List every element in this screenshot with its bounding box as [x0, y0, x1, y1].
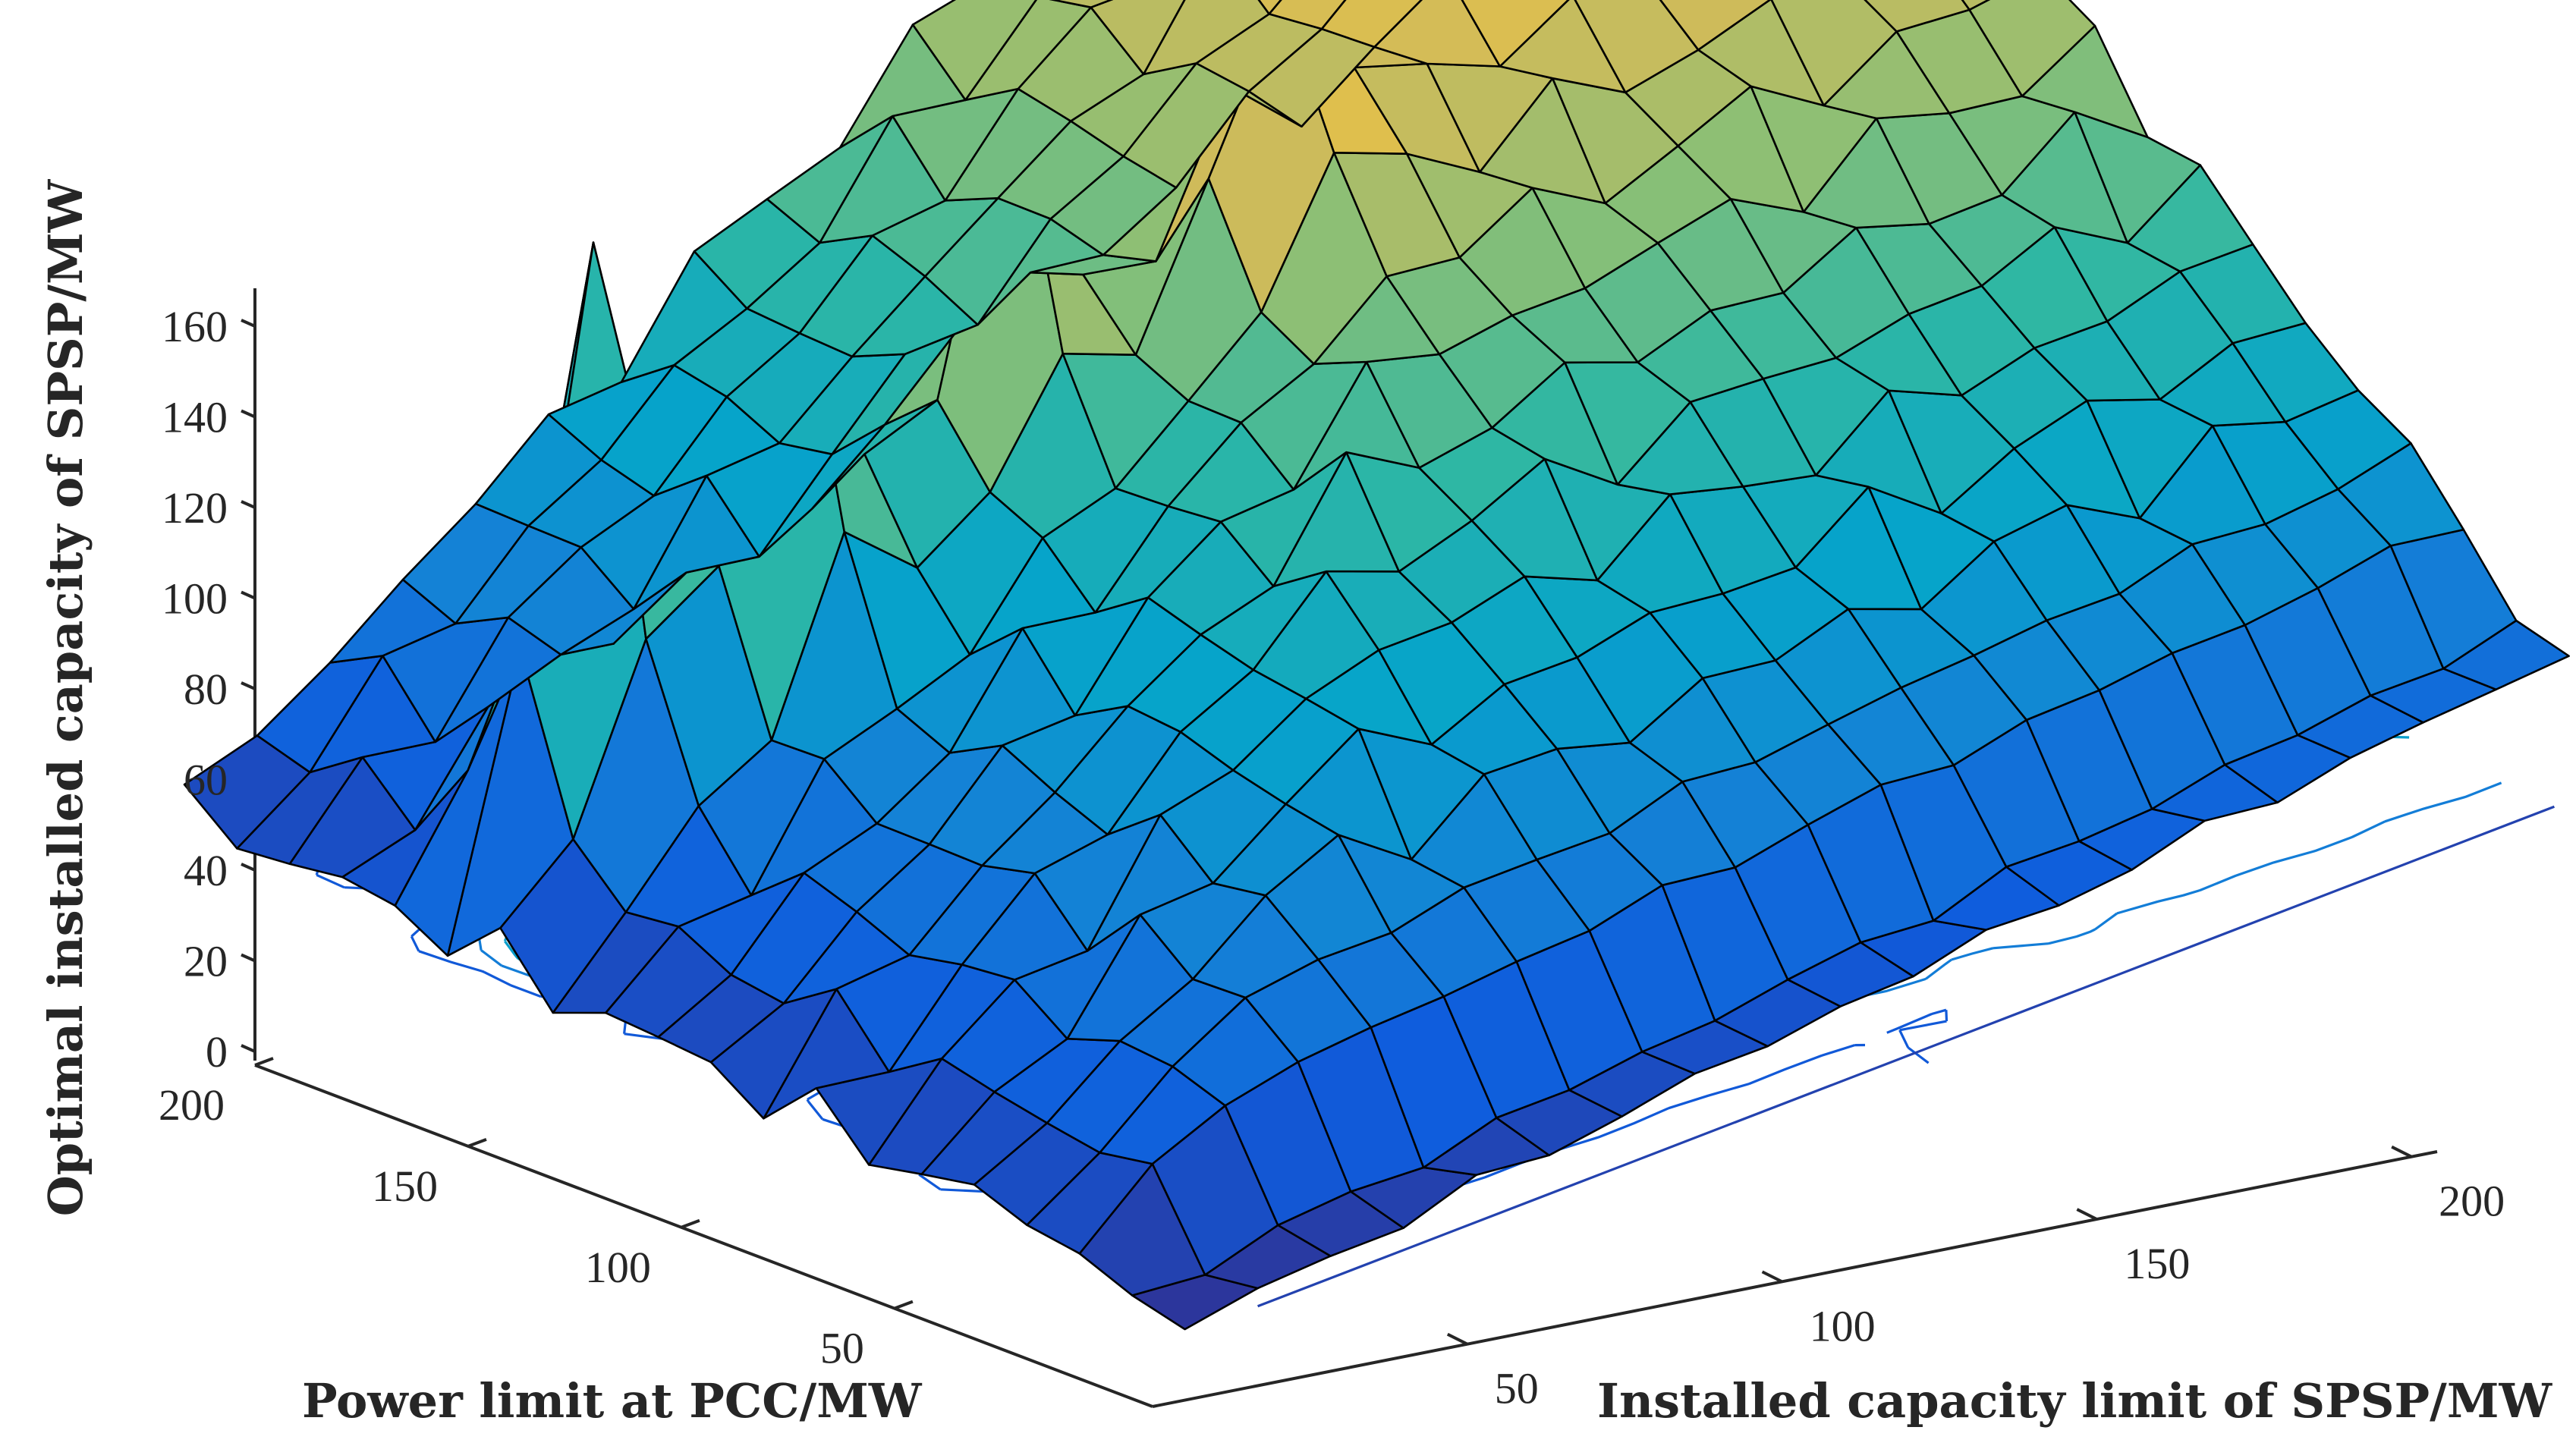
surface-cell [1574, 0, 1700, 94]
surface-cell [1461, 0, 1570, 68]
surface-cell [1090, 0, 1186, 76]
z-tick-mark [241, 863, 256, 872]
y-tick-label: 100 [585, 1243, 651, 1292]
surface-cell [911, 0, 1038, 102]
contour-line-edge [1257, 805, 2555, 1308]
x-tick-label: 150 [2124, 1239, 2190, 1288]
x-tick-mark [1761, 1270, 1783, 1284]
surface-cell [964, 0, 1093, 102]
x-tick-label: 50 [1495, 1364, 1539, 1413]
surface-cell [1961, 0, 1991, 11]
z-tick-label: 20 [184, 937, 228, 986]
surface-mesh [183, 0, 2570, 1331]
axes [241, 288, 2438, 1408]
y-tick-mark [467, 1138, 487, 1148]
surface-cell [1770, 0, 1898, 107]
z-tick-label: 80 [184, 665, 228, 714]
z-tick-mark [241, 319, 256, 328]
y-tick-label: 200 [159, 1080, 225, 1130]
z-tick-label: 140 [162, 393, 228, 442]
z-tick-mark [241, 590, 256, 600]
z-tick-label: 100 [162, 574, 228, 624]
y-tick-label: 50 [820, 1324, 864, 1373]
z-tick-mark [241, 409, 256, 419]
surface-cell [1320, 0, 1423, 49]
z-tick-label: 0 [206, 1027, 228, 1077]
y-axis-title: Power limit at PCC/MW [302, 1373, 923, 1429]
tick-labels: 0 20 40 60 80 100 120 140 160 50 100 150 200 50 100 150… [159, 302, 2505, 1413]
y-tick-mark [254, 1057, 274, 1067]
surface-cell [1268, 0, 1347, 30]
x-tick-mark [1446, 1332, 1468, 1346]
x-tick-mark [2391, 1145, 2413, 1158]
z-tick-label: 40 [184, 846, 228, 895]
z-tick-label: 60 [184, 756, 228, 805]
surface-cell [1659, 0, 1772, 51]
surface-cell [1499, 0, 1627, 94]
surface-cell [1257, 0, 1282, 15]
x-tick-label: 100 [1810, 1301, 1876, 1350]
y-tick-label: 150 [372, 1162, 438, 1211]
z-tick-mark [241, 1044, 256, 1053]
surface-cell [1049, 0, 1114, 8]
surface-cell [1697, 0, 1825, 107]
x-tick-label: 200 [2439, 1177, 2505, 1226]
z-tick-label: 160 [162, 302, 228, 351]
y-tick-mark [681, 1218, 700, 1229]
z-tick-mark [241, 500, 256, 509]
z-axis-title: Optimal installed capacity of SPSP/MW [38, 178, 93, 1216]
z-tick-label: 120 [162, 483, 228, 533]
y-axis-line [254, 1064, 1153, 1408]
x-axis-title: Installed capacity limit of SPSP/MW [1597, 1373, 2552, 1429]
y-tick-mark [894, 1300, 914, 1310]
z-tick-mark [241, 953, 256, 963]
x-axis-line [1152, 1150, 2438, 1408]
z-tick-mark [241, 681, 256, 690]
x-tick-mark [2076, 1208, 2098, 1221]
surface-cell [1864, 0, 1971, 33]
surface-cell [1968, 0, 2096, 97]
